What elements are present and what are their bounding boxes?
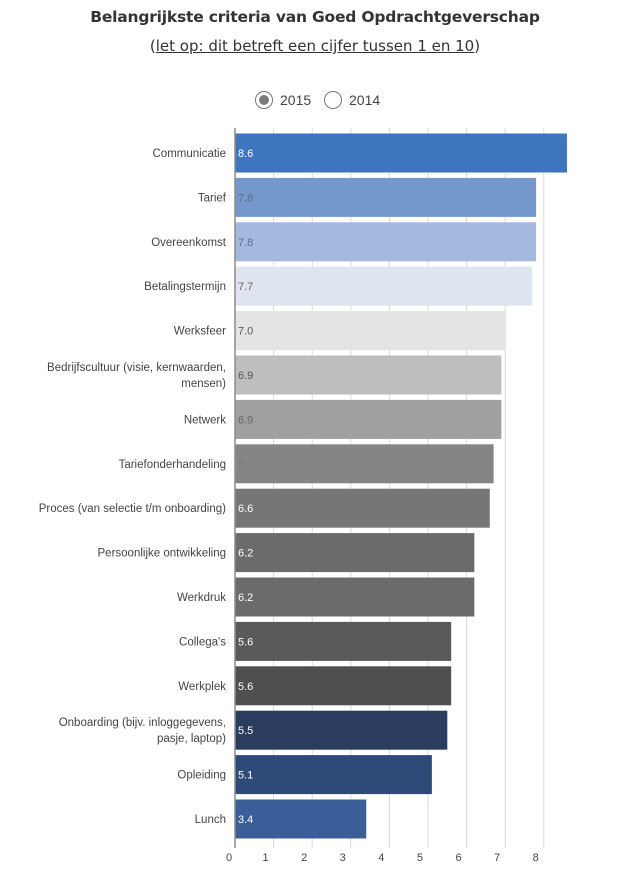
data-label: 6.9 — [238, 414, 253, 426]
bar[interactable] — [235, 222, 537, 262]
data-label: 3.4 — [238, 814, 253, 826]
data-label: 5.6 — [238, 636, 253, 648]
data-label: 6.2 — [238, 592, 253, 604]
data-label: 7.7 — [238, 281, 253, 293]
data-label: 5.6 — [238, 681, 253, 693]
x-tick-label: 0 — [226, 852, 232, 864]
bar[interactable] — [235, 399, 502, 439]
chart-subtitle: (let op: dit betreft een cijfer tussen 1… — [0, 37, 630, 55]
category-label: Bedrijfscultuur (visie, kernwaarden, — [47, 362, 226, 374]
category-label: Onboarding (bijv. inloggegevens, — [59, 717, 226, 729]
data-label: 6.9 — [238, 370, 253, 382]
bar[interactable] — [235, 177, 537, 217]
bar[interactable] — [235, 533, 475, 573]
category-label: Opleiding — [177, 770, 226, 782]
data-label: 6.2 — [238, 548, 253, 560]
year-toggle-2015[interactable]: 2015 — [255, 89, 311, 111]
bar[interactable] — [235, 755, 432, 795]
bar[interactable] — [235, 621, 452, 661]
chart-title: Belangrijkste criteria van Goed Opdracht… — [90, 8, 540, 26]
bar[interactable] — [235, 133, 567, 173]
x-tick-label: 4 — [378, 852, 384, 864]
year-toggle-2014[interactable]: 2014 — [324, 89, 380, 111]
bar[interactable] — [235, 710, 448, 750]
category-label: pasje, laptop) — [157, 733, 226, 745]
bar[interactable] — [235, 444, 494, 484]
category-label: Lunch — [195, 814, 226, 826]
x-tick-label: 7 — [494, 852, 500, 864]
bar[interactable] — [235, 266, 533, 306]
category-label: Netwerk — [184, 414, 226, 426]
bar[interactable] — [235, 355, 502, 395]
x-tick-label: 3 — [340, 852, 346, 864]
data-label: 7.8 — [238, 192, 253, 204]
data-label: 8.6 — [238, 148, 253, 160]
category-label: Persoonlijke ontwikkeling — [98, 548, 226, 560]
data-label: 5.5 — [238, 725, 253, 737]
x-tick-label: 5 — [417, 852, 423, 864]
radio-2015-icon[interactable] — [255, 91, 273, 109]
x-tick-label: 8 — [533, 852, 539, 864]
data-label: 6.6 — [238, 503, 253, 515]
category-label: Werksfeer — [174, 326, 226, 338]
category-label: Tarief — [198, 192, 227, 204]
bar[interactable] — [235, 311, 506, 351]
year-label-2014: 2014 — [349, 92, 381, 108]
category-label: Collega's — [179, 636, 226, 648]
category-label: Betalingstermijn — [144, 281, 226, 293]
category-label: mensen) — [181, 378, 226, 390]
category-label: Werkdruk — [177, 592, 226, 604]
x-tick-label: 6 — [455, 852, 461, 864]
data-label: 5.1 — [238, 770, 253, 782]
data-label: 7.8 — [238, 237, 253, 249]
subtitle-open: ( — [149, 37, 156, 55]
category-label: Werkplek — [178, 681, 226, 693]
data-label: 6.7 — [238, 459, 253, 471]
category-label: Proces (van selectie t/m onboarding) — [39, 503, 226, 515]
x-tick-label: 1 — [262, 852, 268, 864]
bar[interactable] — [235, 799, 367, 839]
subtitle-close: ) — [474, 37, 481, 55]
category-label: Communicatie — [153, 148, 227, 160]
year-label-2015: 2015 — [280, 92, 312, 108]
bar[interactable] — [235, 488, 490, 528]
subtitle-link: let op: dit betreft een cijfer tussen 1 … — [155, 37, 475, 55]
bar[interactable] — [235, 577, 475, 617]
data-label: 7.0 — [238, 326, 253, 338]
category-label: Overeenkomst — [151, 237, 227, 249]
radio-2014-icon[interactable] — [324, 91, 342, 109]
bar[interactable] — [235, 666, 452, 706]
x-tick-label: 2 — [301, 852, 307, 864]
category-label: Tariefonderhandeling — [119, 459, 226, 471]
